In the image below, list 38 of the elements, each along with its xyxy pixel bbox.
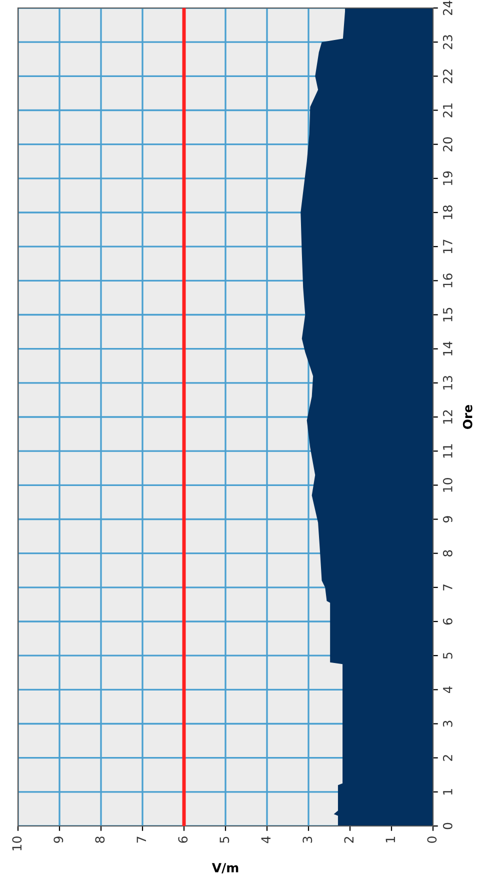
y-tick-label: 23: [442, 35, 452, 50]
x-tick-label: 1: [386, 836, 395, 842]
x-tick-label: 4: [261, 836, 270, 844]
y-tick-label: 7: [443, 584, 452, 590]
y-tick-label: 14: [443, 342, 452, 356]
y-tick-label: 13: [442, 376, 452, 390]
x-tick-label: 7: [136, 836, 146, 843]
y-tick-label: 24: [442, 0, 452, 16]
y-tick-label: 15: [443, 308, 452, 322]
y-tick-label: 8: [442, 550, 452, 556]
y-axis-title: Ore: [462, 404, 472, 430]
y-tick-label: 22: [442, 69, 452, 84]
x-tick-label: 3: [302, 836, 312, 843]
y-tick-label: 17: [443, 240, 452, 254]
y-tick-label: 2: [442, 755, 452, 761]
x-tick-label: 9: [54, 836, 64, 843]
x-axis-title: V/m: [212, 863, 238, 874]
y-tick-label: 9: [442, 516, 452, 522]
x-tick-label: 6: [178, 836, 188, 843]
y-tick-label: 5: [443, 652, 452, 659]
y-tick-label: 18: [442, 205, 452, 220]
y-tick-label: 21: [442, 103, 452, 118]
y-tick-label: 16: [442, 274, 452, 288]
x-tick-label: 2: [344, 836, 354, 843]
y-tick-label: 3: [442, 720, 452, 727]
x-tick-label: 5: [220, 836, 230, 843]
y-tick-label: 1: [443, 789, 452, 795]
y-tick-label: 10: [442, 478, 452, 492]
y-tick-label: 11: [443, 444, 452, 458]
y-tick-label: 0: [442, 822, 452, 830]
y-tick-label: 20: [442, 137, 452, 152]
x-tick-label: 0: [427, 836, 437, 843]
y-tick-label: 19: [442, 171, 452, 185]
x-tick-label: 8: [95, 836, 105, 843]
y-tick-label: 12: [442, 410, 452, 424]
y-tick-label: 6: [442, 618, 452, 625]
y-tick-label: 4: [443, 686, 452, 694]
x-tick-label: 10: [12, 836, 22, 850]
